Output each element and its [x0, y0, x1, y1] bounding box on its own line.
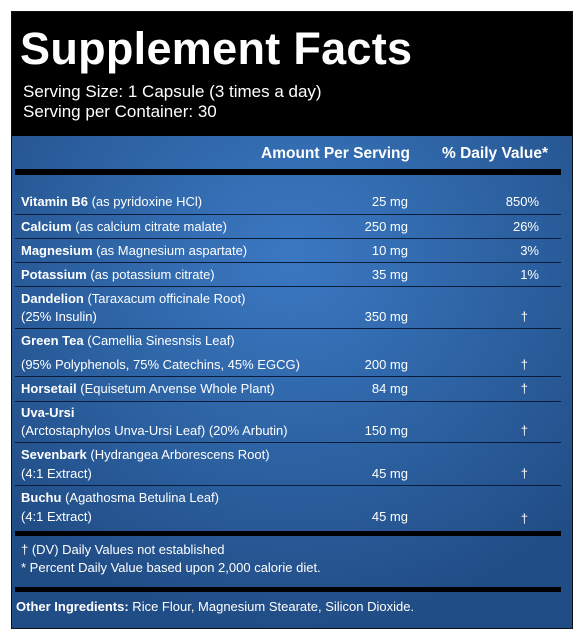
nutrient-detail: (Arctostaphylos Unva-Ursi Leaf) (20% Arb… [21, 423, 288, 438]
row-divider [15, 401, 561, 402]
header-block: Supplement Facts Serving Size: 1 Capsule… [12, 12, 572, 136]
nutrient-amount: 84 mg [371, 381, 408, 396]
ingredients-rule [15, 587, 561, 592]
row-divider [15, 262, 561, 263]
row-divider [15, 214, 561, 215]
nutrient-daily-value: 3% [520, 243, 539, 258]
nutrient-amount: 350 mg [364, 309, 408, 324]
nutrient-name: Horsetail (Equisetum Arvense Whole Plant… [21, 381, 275, 396]
nutrient-daily-value: † [520, 357, 528, 372]
row-divider [15, 238, 561, 239]
nutrient-amount: 35 mg [371, 267, 408, 282]
row-divider [15, 376, 561, 377]
nutrient-daily-value: † [520, 466, 528, 481]
nutrient-daily-value: 1% [520, 267, 539, 282]
footnote-rule [15, 531, 561, 536]
nutrient-amount: 150 mg [364, 423, 408, 438]
nutrient-detail: (95% Polyphenols, 75% Catechins, 45% EGC… [21, 357, 300, 372]
nutrient-daily-value: † [520, 381, 528, 396]
nutrient-detail: (25% Insulin) [21, 309, 97, 324]
nutrient-amount: 45 mg [371, 466, 408, 481]
amount-column-header: Amount Per Serving [261, 145, 410, 162]
nutrient-name: Green Tea (Camellia Sinesnsis Leaf) [21, 333, 235, 348]
nutrient-daily-value: 26% [512, 219, 539, 234]
nutrient-amount: 200 mg [364, 357, 408, 372]
nutrient-name: Sevenbark (Hydrangea Arborescens Root) [21, 447, 270, 462]
serving-info: Serving Size: 1 Capsule (3 times a day) … [23, 82, 322, 122]
other-ingredients: Other Ingredients: Rice Flour, Magnesium… [16, 599, 415, 614]
nutrient-daily-value: † [520, 511, 528, 526]
panel-title: Supplement Facts [20, 23, 413, 74]
nutrient-amount: 45 mg [371, 509, 408, 524]
nutrient-name: Calcium (as calcium citrate malate) [21, 219, 227, 234]
footnote-dagger: † (DV) Daily Values not established [21, 542, 225, 557]
nutrient-daily-value: 850% [505, 194, 539, 209]
nutrient-detail: (4:1 Extract) [21, 509, 92, 524]
nutrient-name: Magnesium (as Magnesium aspartate) [21, 243, 248, 258]
serving-size: Serving Size: 1 Capsule (3 times a day) [23, 82, 322, 101]
footnote-percent: * Percent Daily Value based upon 2,000 c… [21, 560, 321, 575]
nutrient-name: Uva-Ursi [21, 405, 75, 420]
row-divider [15, 485, 561, 486]
nutrient-amount: 25 mg [371, 194, 408, 209]
nutrient-amount: 10 mg [371, 243, 408, 258]
nutrient-amount: 250 mg [364, 219, 408, 234]
nutrient-name: Buchu (Agathosma Betulina Leaf) [21, 490, 219, 505]
nutrient-detail: (4:1 Extract) [21, 466, 92, 481]
daily-value-column-header: % Daily Value* [442, 145, 548, 162]
servings-per-container: Serving per Container: 30 [23, 102, 217, 121]
nutrient-daily-value: † [520, 423, 528, 438]
row-divider [15, 442, 561, 443]
nutrient-daily-value: † [520, 309, 528, 324]
nutrient-name: Dandelion (Taraxacum officinale Root) [21, 291, 246, 306]
row-divider [15, 286, 561, 287]
header-rule [15, 169, 561, 175]
nutrient-name: Vitamin B6 (as pyridoxine HCl) [21, 194, 203, 209]
supplement-facts-panel: Supplement Facts Serving Size: 1 Capsule… [11, 11, 573, 629]
nutrient-name: Potassium (as potassium citrate) [21, 267, 215, 282]
row-divider [15, 328, 561, 329]
